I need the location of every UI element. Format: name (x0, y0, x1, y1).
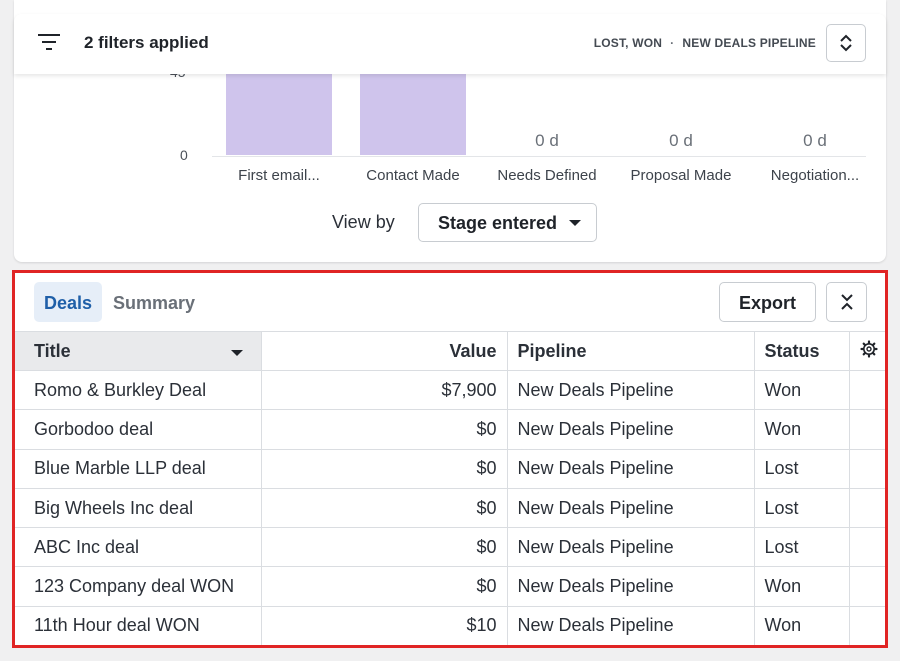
bar-value-label: 0 d (669, 131, 693, 150)
table-row[interactable]: Romo & Burkley Deal $7,900 New Deals Pip… (15, 369, 885, 411)
deal-value-cell: $0 (260, 566, 508, 607)
column-header-pipeline[interactable]: Pipeline (506, 331, 755, 371)
deals-panel: Deals Summary Export Title Value Pipelin… (12, 270, 888, 648)
collapse-icon (840, 294, 853, 310)
table-header-row: Title Value Pipeline Status (15, 331, 885, 371)
x-axis-label: Proposal Made (630, 167, 732, 184)
filter-icon[interactable] (38, 32, 62, 52)
deal-pipeline-cell: New Deals Pipeline (506, 448, 755, 489)
expand-button[interactable] (826, 24, 866, 62)
caret-down-icon (569, 220, 581, 226)
deal-status-cell: Lost (753, 527, 850, 568)
deal-status-cell: Won (753, 566, 850, 607)
table-row[interactable]: Big Wheels Inc deal $0 New Deals Pipelin… (15, 487, 885, 529)
deal-status-cell: Lost (753, 448, 850, 489)
deal-title-cell[interactable]: 123 Company deal WON (15, 566, 262, 607)
view-by-label: View by (332, 212, 395, 232)
column-header-title[interactable]: Title (15, 331, 262, 371)
chart-baseline (212, 156, 866, 157)
deal-title-cell[interactable]: Gorbodoo deal (15, 409, 262, 450)
deal-status-cell: Won (753, 605, 850, 645)
deal-pipeline-cell: New Deals Pipeline (506, 487, 755, 529)
y-tick-0: 0 (180, 147, 188, 163)
empty-cell (848, 448, 885, 489)
deal-title-cell[interactable]: 11th Hour deal WON (15, 605, 262, 645)
deal-title-cell[interactable]: Big Wheels Inc deal (15, 487, 262, 529)
filter-bar: 2 filters applied LOST, WON · NEW DEALS PI… (14, 14, 886, 74)
deal-value-cell: $0 (260, 487, 508, 529)
deal-value-cell: $0 (260, 448, 508, 489)
x-axis-label: Negotiation... (770, 167, 860, 184)
column-settings-button[interactable] (848, 331, 885, 371)
status-filter-text: LOST, WON (593, 36, 663, 50)
view-by-select[interactable]: Stage entered (418, 203, 597, 242)
deal-status-cell: Won (753, 409, 850, 450)
x-axis-label: Contact Made (366, 167, 460, 184)
deal-title-cell[interactable]: Romo & Burkley Deal (15, 369, 262, 411)
deal-pipeline-cell: New Deals Pipeline (506, 605, 755, 645)
tab-summary[interactable]: Summary (113, 293, 196, 313)
pipeline-filter-text: NEW DEALS PIPELINE (682, 36, 816, 50)
deal-title-cell[interactable]: ABC Inc deal (15, 527, 262, 568)
empty-cell (848, 566, 885, 607)
deal-pipeline-cell: New Deals Pipeline (506, 409, 755, 450)
deal-title-cell[interactable]: Blue Marble LLP deal (15, 448, 262, 489)
gear-icon (860, 339, 878, 358)
deal-value-cell: $10 (260, 605, 508, 645)
table-row[interactable]: Gorbodoo deal $0 New Deals Pipeline Won (15, 409, 885, 450)
empty-cell (848, 369, 885, 411)
table-row[interactable]: ABC Inc deal $0 New Deals Pipeline Lost (15, 527, 885, 568)
column-header-value[interactable]: Value (260, 331, 508, 371)
empty-cell (848, 527, 885, 568)
deal-value-cell: $7,900 (260, 369, 508, 411)
deal-pipeline-cell: New Deals Pipeline (506, 566, 755, 607)
view-by-selected-value: Stage entered (438, 213, 558, 233)
empty-cell (848, 487, 885, 529)
x-axis-label: Needs Defined (497, 167, 597, 184)
deal-status-cell: Lost (753, 487, 850, 529)
caret-down-icon[interactable] (230, 350, 243, 356)
table-row[interactable]: 123 Company deal WON $0 New Deals Pipeli… (15, 566, 885, 607)
table-row[interactable]: 11th Hour deal WON $10 New Deals Pipelin… (15, 605, 885, 645)
deal-status-cell: Won (753, 369, 850, 411)
tab-deals[interactable]: Deals (34, 282, 103, 322)
deal-pipeline-cell: New Deals Pipeline (506, 369, 755, 411)
bar-value-label: 0 d (803, 131, 827, 150)
filters-applied-count[interactable]: 2 filters applied (84, 33, 209, 52)
deal-pipeline-cell: New Deals Pipeline (506, 527, 755, 568)
export-button[interactable]: Export (719, 282, 816, 322)
separator-dot: · (670, 36, 675, 50)
column-header-status[interactable]: Status (753, 331, 850, 371)
expand-icon (840, 34, 852, 52)
empty-cell (848, 409, 885, 450)
bar-value-label: 0 d (535, 131, 559, 150)
collapse-button[interactable] (826, 282, 867, 322)
empty-cell (848, 605, 885, 645)
filter-summary: LOST, WON · NEW DEALS PIPELINE (594, 36, 816, 50)
deals-table: Title Value Pipeline Status (15, 331, 885, 645)
deal-value-cell: $0 (260, 409, 508, 450)
x-axis-label: First email... (238, 167, 320, 184)
table-row[interactable]: Blue Marble LLP deal $0 New Deals Pipeli… (15, 448, 885, 489)
column-title-label: Title (34, 340, 71, 361)
deal-value-cell: $0 (260, 527, 508, 568)
